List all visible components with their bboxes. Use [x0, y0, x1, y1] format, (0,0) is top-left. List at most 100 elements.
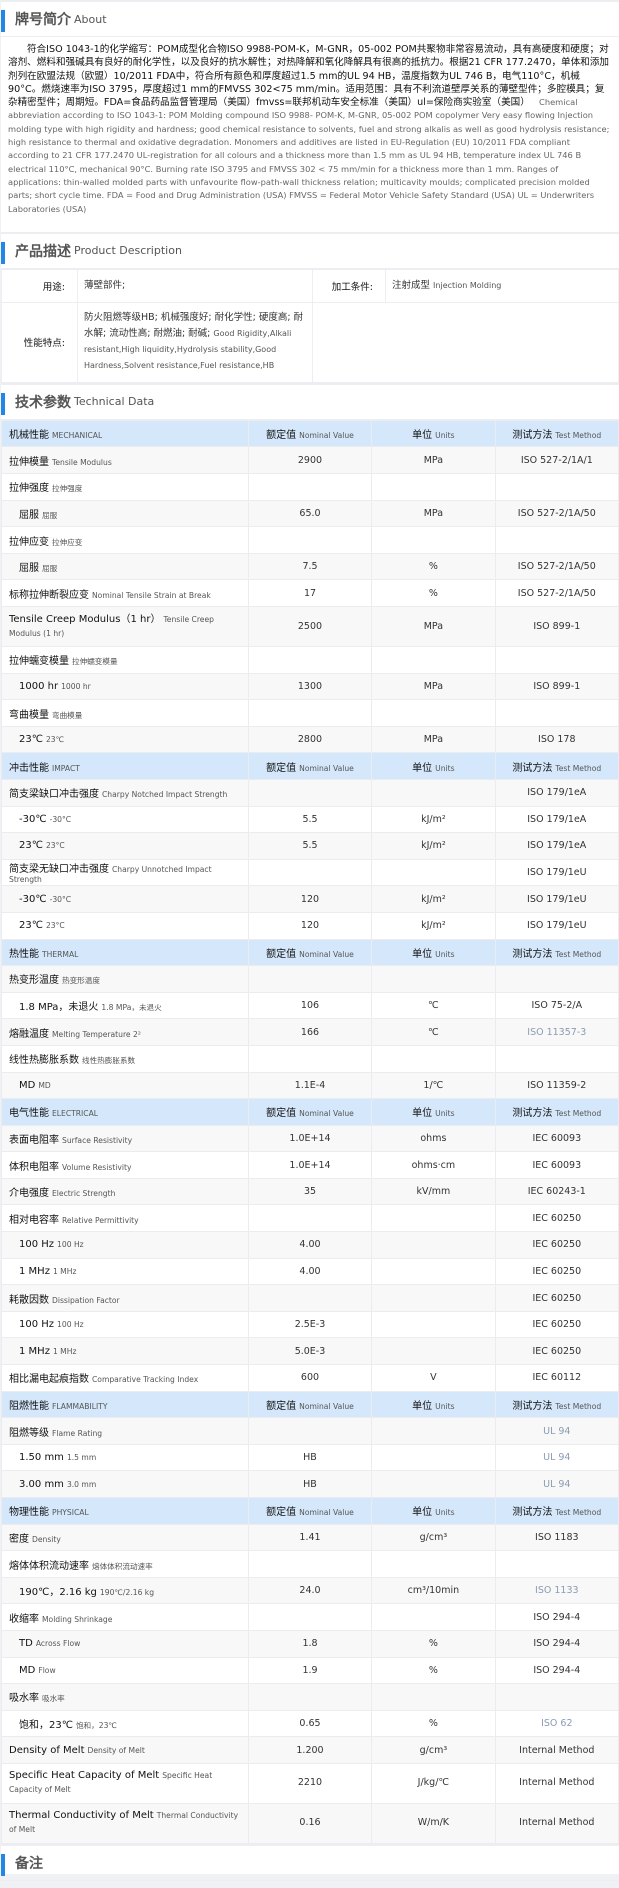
property-name: 1.8 MPa，未退火 1.8 MPa，未退火	[1, 991, 249, 1020]
property-name-cn: 标称拉伸断裂应变	[9, 589, 89, 601]
col-method-header: 测试方法 Test Method	[494, 752, 619, 780]
property-name-cn: 弯曲模量	[9, 709, 49, 721]
test-method: ISO 294-4	[494, 1656, 619, 1685]
col-value-header: 额定值 Nominal Value	[247, 419, 373, 448]
nominal-value: HB	[247, 1443, 373, 1472]
remarks-section: 备注	[1, 1843, 619, 1881]
table-row: 介电强度 Electric Strength 35 kV/mm IEC 60243…	[1, 1177, 619, 1206]
unit	[371, 699, 496, 727]
nominal-value: 4.00	[247, 1231, 373, 1259]
col-value-cn: 额定值	[266, 1400, 297, 1412]
col-method-cn: 测试方法	[512, 1400, 553, 1412]
table-row: 屈服 屈服 65.0 MPa ISO 527-2/1A/50	[1, 499, 619, 528]
process-label: 加工条件:	[312, 268, 386, 303]
col-unit-cn: 单位	[412, 948, 433, 960]
property-name: 100 Hz 100 Hz	[1, 1231, 249, 1259]
table-row: MD Flow 1.9 % ISO 294-4	[1, 1656, 619, 1685]
property-name-en: Charpy Notched Impact Strength	[102, 790, 228, 800]
test-method: ISO 179/1eA	[494, 778, 619, 807]
property-name-en: 拉伸蠕变模量	[72, 657, 118, 667]
section-name: 机械性能 MECHANICAL	[1, 419, 249, 448]
table-row: 简支梁缺口冲击强度 Charpy Notched Impact Strength …	[1, 778, 619, 807]
nominal-value: 1.9	[247, 1656, 373, 1685]
property-name-cn: 屈服	[19, 509, 39, 521]
property-name-en: Melting Temperature 2²	[52, 1029, 141, 1039]
unit: %	[371, 552, 496, 581]
remarks-title: 备注	[15, 1855, 43, 1872]
unit: ohms·cm	[371, 1151, 496, 1179]
unit: %	[371, 579, 496, 608]
section-header-flammability: 阻燃性能 FLAMMABILITY 额定值 Nominal Value 单位 Unit…	[1, 1390, 619, 1419]
property-name: 拉伸应变 拉伸应变	[1, 526, 249, 554]
process-value: 注射成型 Injection Molding	[385, 268, 619, 303]
test-method: UL 94	[494, 1470, 619, 1499]
property-name-en: Density of Melt	[87, 1745, 145, 1755]
property-name-cn: 热变形温度	[9, 975, 59, 987]
unit	[371, 1683, 496, 1711]
property-name-cn: 相比漏电起痕指数	[9, 1374, 89, 1386]
col-unit-en: Units	[435, 763, 455, 773]
property-name: 23℃ 23℃	[1, 725, 249, 754]
col-value-en: Nominal Value	[299, 763, 354, 773]
property-name-en: 屈服	[42, 564, 58, 574]
nominal-value	[247, 526, 373, 554]
test-method: UL 94	[494, 1417, 619, 1445]
unit: ℃	[371, 991, 496, 1020]
col-unit-header: 单位 Units	[371, 1497, 496, 1525]
property-name: 耗散因数 Dissipation Factor	[1, 1284, 249, 1312]
table-row: 饱和，23℃ 饱和，23℃ 0.65 % ISO 62	[1, 1709, 619, 1738]
property-name-cn: 简支梁无缺口冲击强度	[9, 864, 109, 876]
property-name-cn: 100 Hz	[19, 1239, 55, 1251]
test-method: IEC 60250	[494, 1337, 619, 1366]
test-method: IEC 60093	[494, 1124, 619, 1153]
property-name: 吸水率 吸水率	[1, 1683, 249, 1711]
property-name: 简支梁缺口冲击强度 Charpy Notched Impact Strength	[1, 778, 249, 807]
col-unit-cn: 单位	[412, 1108, 433, 1120]
test-method: ISO 527-2/1A/50	[494, 552, 619, 581]
property-name: 屈服 屈服	[1, 552, 249, 581]
property-name: 表面电阻率 Surface Resistivity	[1, 1124, 249, 1153]
property-name-en: 190℃/2.16 kg	[99, 1588, 155, 1598]
test-method: ISO 179/1eU	[494, 885, 619, 913]
col-unit-cn: 单位	[412, 1400, 433, 1412]
section-name: 阻燃性能 FLAMMABILITY	[1, 1390, 249, 1419]
test-method: Internal Method	[494, 1736, 619, 1764]
table-row: 23℃ 23℃ 2800 MPa ISO 178	[1, 725, 619, 754]
test-method: ISO 75-2/A	[494, 991, 619, 1020]
col-value-en: Nominal Value	[299, 431, 354, 441]
table-row: 热变形温度 热变形温度	[1, 965, 619, 993]
nominal-value: 2500	[247, 606, 373, 648]
nominal-value: 120	[247, 911, 373, 940]
table-row: 弯曲模量 弯曲模量	[1, 699, 619, 727]
nominal-value: 0.65	[247, 1709, 373, 1738]
table-row: 屈服 屈服 7.5 % ISO 527-2/1A/50	[1, 552, 619, 581]
test-method: ISO 179/1eA	[494, 805, 619, 834]
col-value-en: Nominal Value	[299, 1109, 354, 1119]
test-method: IEC 60112	[494, 1364, 619, 1392]
col-method-en: Test Method	[555, 431, 602, 441]
col-value-en: Nominal Value	[299, 949, 354, 959]
property-name: 3.00 mm 3.0 mm	[1, 1470, 249, 1499]
nominal-value	[247, 1683, 373, 1711]
table-row: 熔体体积流动速率 熔体体积流动速率	[1, 1550, 619, 1578]
property-name-en: 热变形温度	[62, 976, 100, 986]
unit	[371, 1044, 496, 1073]
table-row: 拉伸强度 拉伸强度	[1, 473, 619, 501]
unit: kJ/m²	[371, 885, 496, 913]
nominal-value: 1.41	[247, 1523, 373, 1552]
unit	[371, 526, 496, 554]
col-unit-en: Units	[435, 1508, 455, 1518]
empty-cell	[312, 301, 619, 383]
section-name: 电气性能 ELECTRICAL	[1, 1098, 249, 1126]
unit	[371, 1443, 496, 1472]
property-name-en: MD	[38, 1080, 51, 1090]
col-unit-cn: 单位	[412, 1507, 433, 1519]
unit	[371, 1603, 496, 1631]
property-name: 23℃ 23°C	[1, 911, 249, 940]
nominal-value	[247, 1417, 373, 1445]
col-unit-cn: 单位	[412, 430, 433, 442]
unit	[371, 1257, 496, 1286]
property-name-en: 3.0 mm	[66, 1479, 97, 1489]
table-row: 阻燃等级 Flame Rating UL 94	[1, 1417, 619, 1445]
property-name-en: Density	[32, 1534, 61, 1544]
